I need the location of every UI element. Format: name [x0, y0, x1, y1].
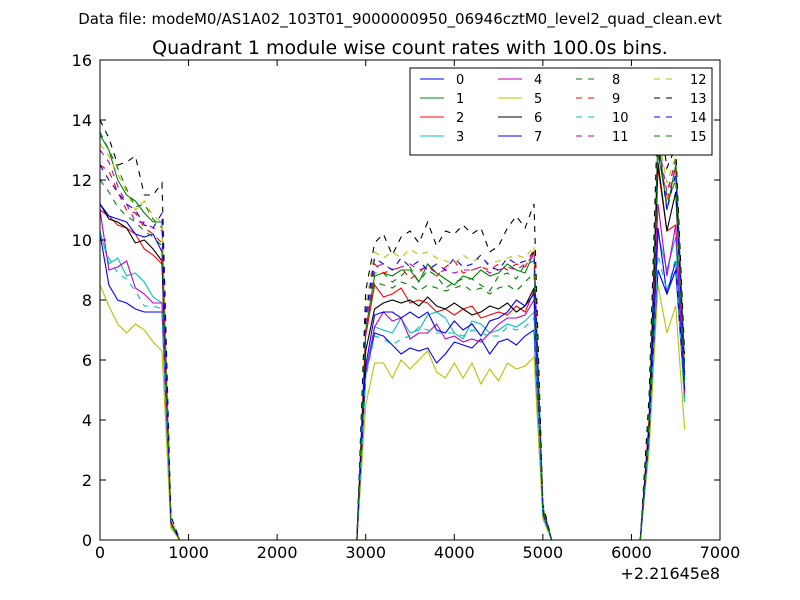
- series-line-7: [99, 203, 181, 541]
- series-2: [99, 167, 686, 541]
- series-line-10: [99, 233, 181, 541]
- series-line-14: [356, 250, 553, 541]
- series-line-3: [356, 310, 553, 541]
- legend-label: 5: [534, 92, 542, 107]
- series-line-3: [639, 233, 686, 541]
- series-line-12: [99, 143, 181, 541]
- ticks-layer: 0 1000 2000 3000 4000 5000 6000 700002468101214…: [72, 51, 741, 562]
- series-line-1: [356, 251, 553, 541]
- x-tick-label: 2000: [257, 543, 298, 562]
- x-tick-label: 1000: [168, 543, 209, 562]
- legend-label: 0: [456, 73, 464, 88]
- legend-box: [409, 67, 713, 156]
- series-10: [99, 233, 686, 541]
- series-line-15: [356, 271, 553, 541]
- y-tick-label: 6: [82, 351, 92, 370]
- x-tick-label: 3000: [345, 543, 386, 562]
- y-tick-label: 12: [72, 171, 92, 190]
- series-8: [99, 131, 686, 541]
- series-line-14: [99, 164, 181, 541]
- chart-title: Quadrant 1 module wise count rates with …: [152, 37, 668, 59]
- y-tick-label: 4: [82, 411, 92, 430]
- series-line-0: [356, 328, 553, 541]
- series-line-15: [639, 152, 686, 541]
- series-line-15: [99, 179, 181, 541]
- legend-label: 8: [612, 73, 620, 88]
- series-line-3: [99, 230, 181, 541]
- y-tick-label: 14: [72, 111, 92, 130]
- series-line-4: [639, 203, 686, 541]
- series-line-6: [356, 287, 553, 541]
- series-line-8: [99, 131, 181, 541]
- legend-label: 1: [456, 92, 464, 107]
- series-1: [99, 134, 686, 541]
- series-line-4: [356, 298, 553, 541]
- x-tick-label: 7000: [700, 543, 741, 562]
- series-line-7: [356, 292, 553, 541]
- series-line-1: [99, 134, 181, 541]
- y-tick-label: 0: [82, 531, 92, 550]
- x-tick-label: 6000: [611, 543, 652, 562]
- series-line-13: [356, 203, 553, 541]
- legend-label: 2: [456, 111, 464, 126]
- legend-label: 15: [690, 130, 707, 145]
- legend-label: 12: [690, 73, 707, 88]
- y-tick-label: 16: [72, 51, 92, 70]
- series-line-2: [356, 283, 553, 541]
- y-tick-label: 2: [82, 471, 92, 490]
- series-7: [99, 203, 686, 541]
- legend-label: 4: [534, 73, 542, 88]
- series-line-9: [99, 164, 181, 541]
- series-4: [99, 203, 686, 541]
- series-layer: [99, 101, 686, 541]
- series-5: [99, 284, 686, 541]
- suptitle: Data file: modeM0/AS1A02_103T01_90000009…: [78, 10, 722, 29]
- x-tick-label: 5000: [522, 543, 563, 562]
- series-line-8: [639, 155, 686, 541]
- legend-label: 10: [612, 111, 629, 126]
- legend-label: 13: [690, 92, 707, 107]
- series-line-2: [99, 209, 181, 541]
- series-line-11: [356, 253, 553, 541]
- series-3: [99, 230, 686, 541]
- legend-label: 9: [612, 92, 620, 107]
- legend-label: 11: [612, 130, 629, 145]
- series-line-5: [99, 284, 181, 541]
- series-line-4: [99, 209, 181, 541]
- legend-label: 7: [534, 130, 542, 145]
- y-tick-label: 10: [72, 231, 92, 250]
- series-line-10: [639, 254, 686, 541]
- plot-frame: [99, 59, 721, 541]
- series-line-10: [356, 316, 553, 541]
- series-line-13: [99, 119, 181, 541]
- series-0: [99, 233, 686, 541]
- series-line-12: [356, 244, 553, 541]
- series-6: [99, 161, 686, 541]
- x-tick-label: 4000: [434, 543, 475, 562]
- legend-label: 6: [534, 111, 542, 126]
- series-line-6: [99, 203, 181, 541]
- legend-label: 14: [690, 111, 707, 126]
- x-tick-label: 0: [95, 543, 105, 562]
- x-offset-label: +2.21645e8: [620, 564, 720, 583]
- series-12: [99, 131, 686, 541]
- series-line-9: [356, 248, 553, 541]
- series-11: [99, 140, 686, 541]
- series-line-5: [639, 284, 686, 541]
- series-line-5: [356, 350, 553, 541]
- series-line-12: [639, 131, 686, 541]
- series-line-11: [99, 149, 181, 541]
- legend-label: 3: [456, 130, 464, 145]
- series-15: [99, 152, 686, 541]
- y-tick-label: 8: [82, 291, 92, 310]
- series-14: [99, 143, 686, 541]
